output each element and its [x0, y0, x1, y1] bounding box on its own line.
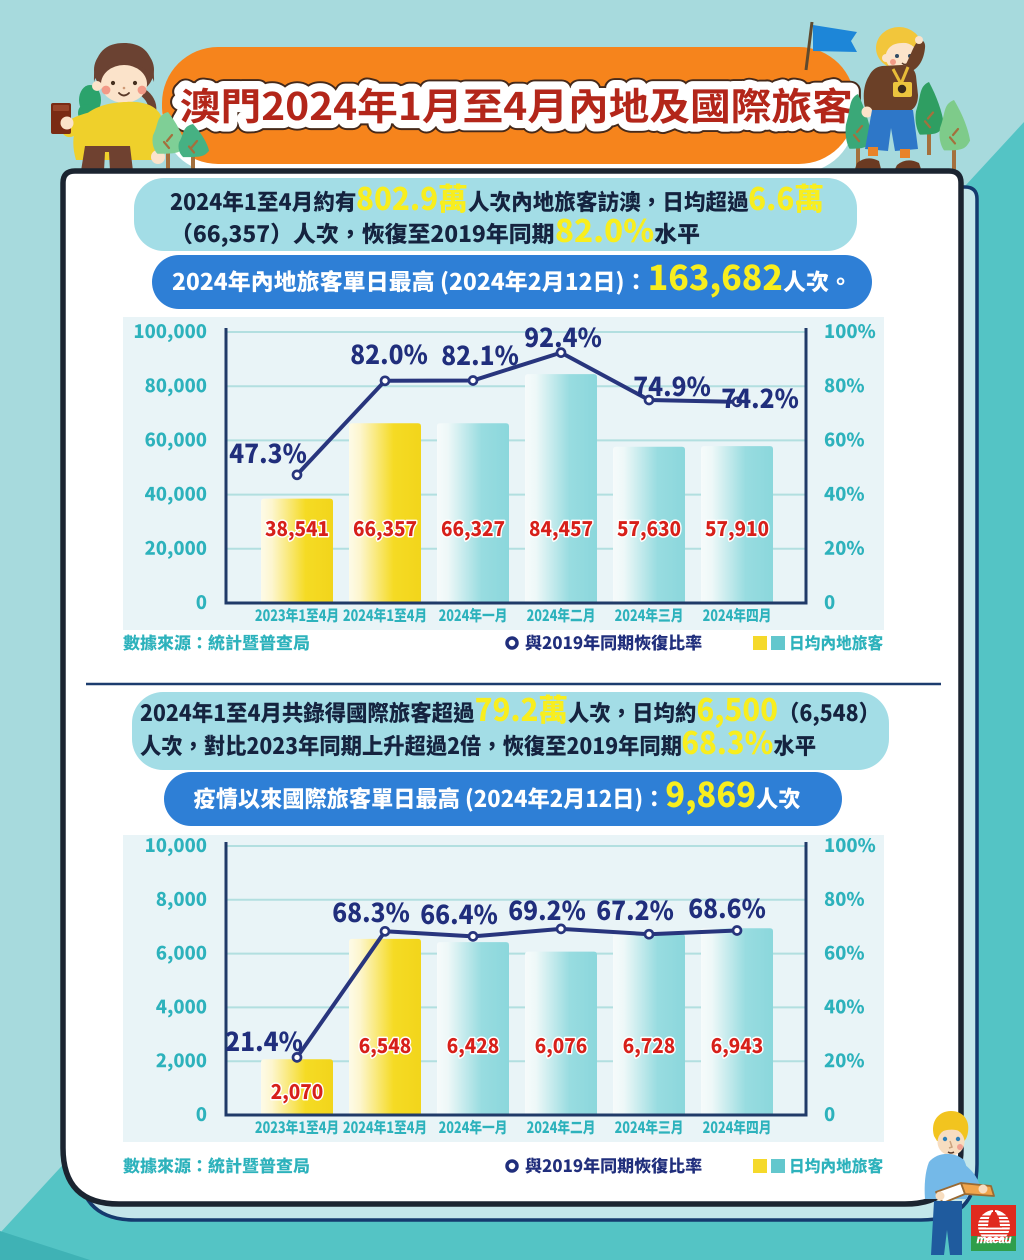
- svg-text:macau: macau: [977, 1234, 1012, 1246]
